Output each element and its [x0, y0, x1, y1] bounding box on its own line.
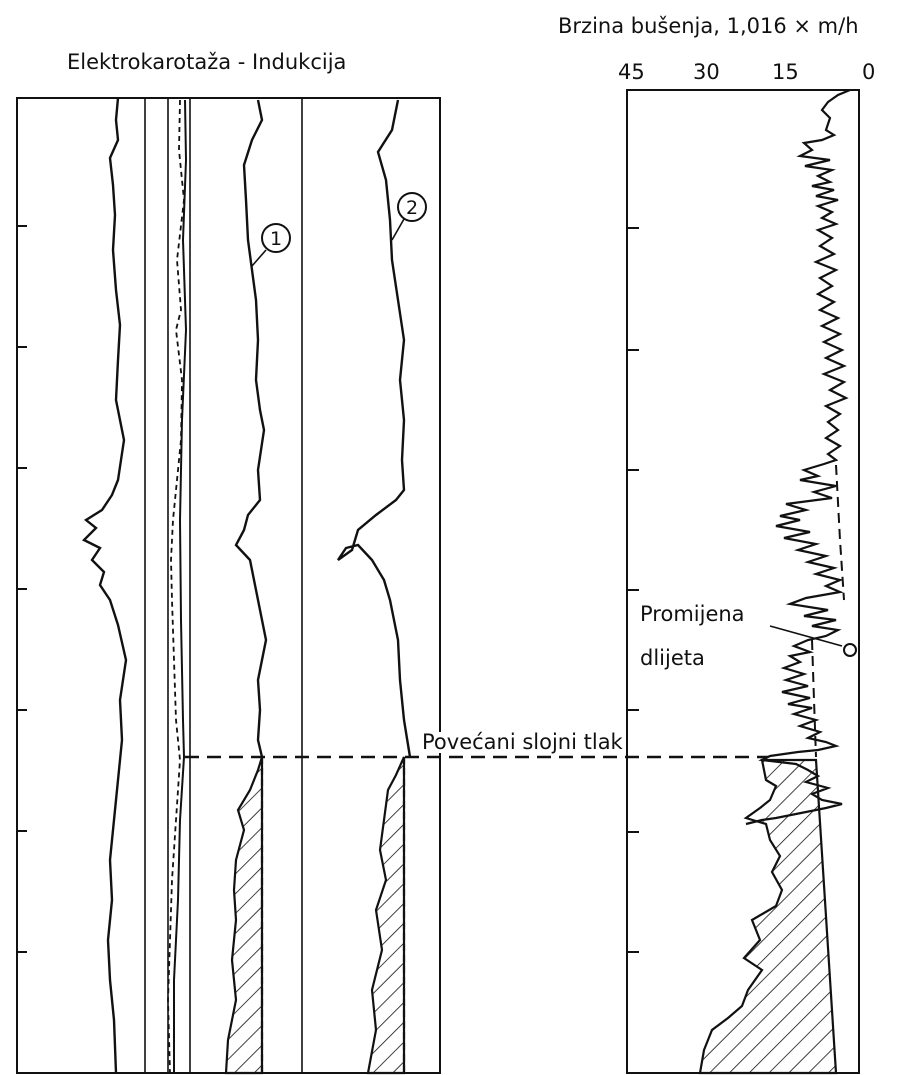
scale-label-45: 45 [618, 60, 645, 84]
curve-marker-2 [397, 192, 427, 222]
scale-label-15: 15 [772, 60, 799, 84]
hatched-zone-curve-1 [224, 756, 264, 1075]
scale-label-0: 0 [862, 60, 876, 84]
right-rate-panel [626, 88, 860, 1075]
pressure-annotation: Povećani slojni tlak [420, 730, 625, 754]
baseline-dashed-upper [835, 464, 845, 601]
curve-marker-1 [261, 223, 291, 253]
left-log-panel: 1 2 [16, 97, 441, 1075]
log-curve-2 [337, 99, 412, 758]
hatched-zone-rate [698, 758, 838, 1075]
bit-change-marker [843, 643, 857, 657]
left-panel-title: Elektrokarotaža - Indukcija [67, 50, 347, 74]
scale-label-30: 30 [693, 60, 720, 84]
baseline-dashed-lower [811, 639, 817, 758]
curve-marker-2-leader [391, 218, 405, 241]
drilling-rate-curve [745, 88, 851, 826]
curve-marker-1-leader [251, 249, 267, 267]
left-depth-ticks [17, 225, 27, 953]
bit-change-annotation-line1: Promijena [638, 602, 747, 626]
bit-change-annotation-line2: dlijeta [638, 646, 707, 670]
left-panel-frame [16, 97, 441, 1074]
log-curve-sp [81, 97, 128, 1074]
hatched-zone-curve-2 [366, 756, 406, 1075]
right-panel-title: Brzina bušenja, 1,016 × m/h [558, 14, 859, 38]
right-depth-ticks [627, 227, 639, 953]
bit-change-leader [769, 625, 843, 647]
log-curve-1 [234, 99, 268, 758]
log-curve-dashed [167, 99, 185, 1074]
log-curve-solid-thin [173, 99, 188, 1073]
curve-marker-1-label: 1 [270, 228, 282, 250]
curve-marker-2-label: 2 [406, 197, 418, 219]
